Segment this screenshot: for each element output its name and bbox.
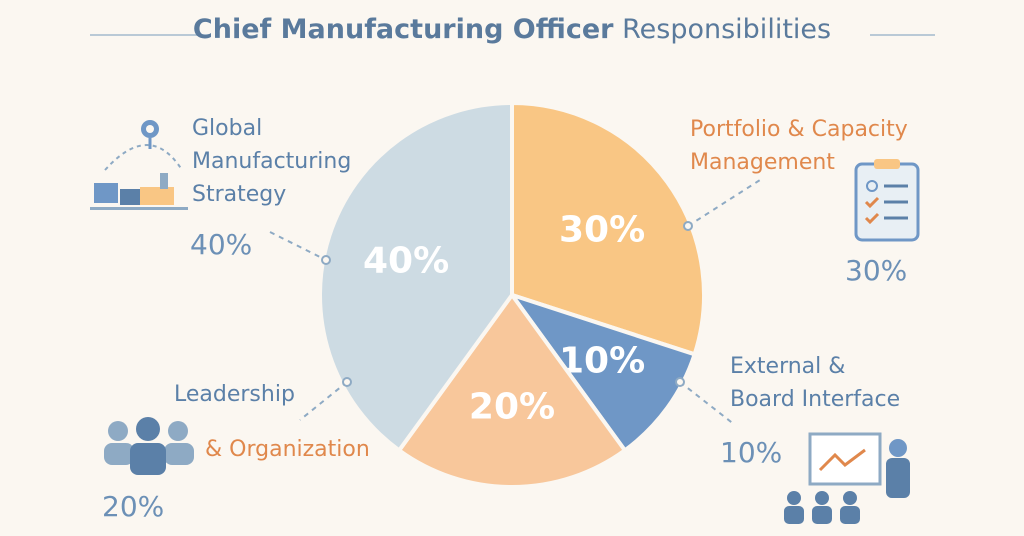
slice-value-label: 20%: [469, 386, 555, 427]
presentation-icon: [784, 432, 910, 524]
label-portfolio-line1: Portfolio & Capacity: [690, 117, 908, 142]
leader-portfolio: [687, 179, 761, 227]
pie-slice: [318, 100, 514, 454]
title-rule-left: [90, 34, 210, 36]
label-external-line1: External &: [730, 354, 846, 379]
slice-value-label: 10%: [559, 340, 645, 381]
label-portfolio-line2: Management: [690, 150, 835, 175]
pie-slice: [510, 100, 706, 357]
title-rest: Responsibilities: [622, 14, 832, 45]
team-icon: [104, 417, 194, 475]
label-global-line3: Strategy: [192, 182, 287, 207]
pct-external: 10%: [720, 436, 783, 469]
label-portfolio: Portfolio & Capacity Management: [690, 113, 908, 179]
page-title: Chief Manufacturing Officer Responsibili…: [0, 14, 1024, 45]
leader-leadership: [299, 381, 348, 421]
label-leadership-line2: & Organization: [205, 437, 370, 462]
title-rule-right: [870, 34, 935, 36]
factory-globe-icon: [90, 120, 188, 210]
pie-slice: [396, 291, 628, 489]
slice-value-label: 40%: [363, 241, 449, 282]
label-external: External & Board Interface: [730, 350, 900, 416]
title-bold: Chief Manufacturing Officer: [192, 14, 614, 45]
label-global-line1: Global: [192, 116, 263, 141]
pct-portfolio: 30%: [845, 254, 908, 287]
label-leadership-line1: Leadership: [174, 382, 295, 407]
clipboard-checklist-icon: [854, 159, 920, 242]
pie-slice: [506, 291, 698, 454]
pct-global: 40%: [190, 228, 253, 261]
leader-external: [679, 381, 736, 426]
pct-leadership: 20%: [102, 490, 165, 523]
label-global-line2: Manufacturing: [192, 149, 352, 174]
leader-global: [269, 231, 327, 261]
slice-value-label: 30%: [559, 210, 645, 251]
label-global: Global Manufacturing Strategy: [192, 112, 351, 211]
label-external-line2: Board Interface: [730, 387, 901, 412]
